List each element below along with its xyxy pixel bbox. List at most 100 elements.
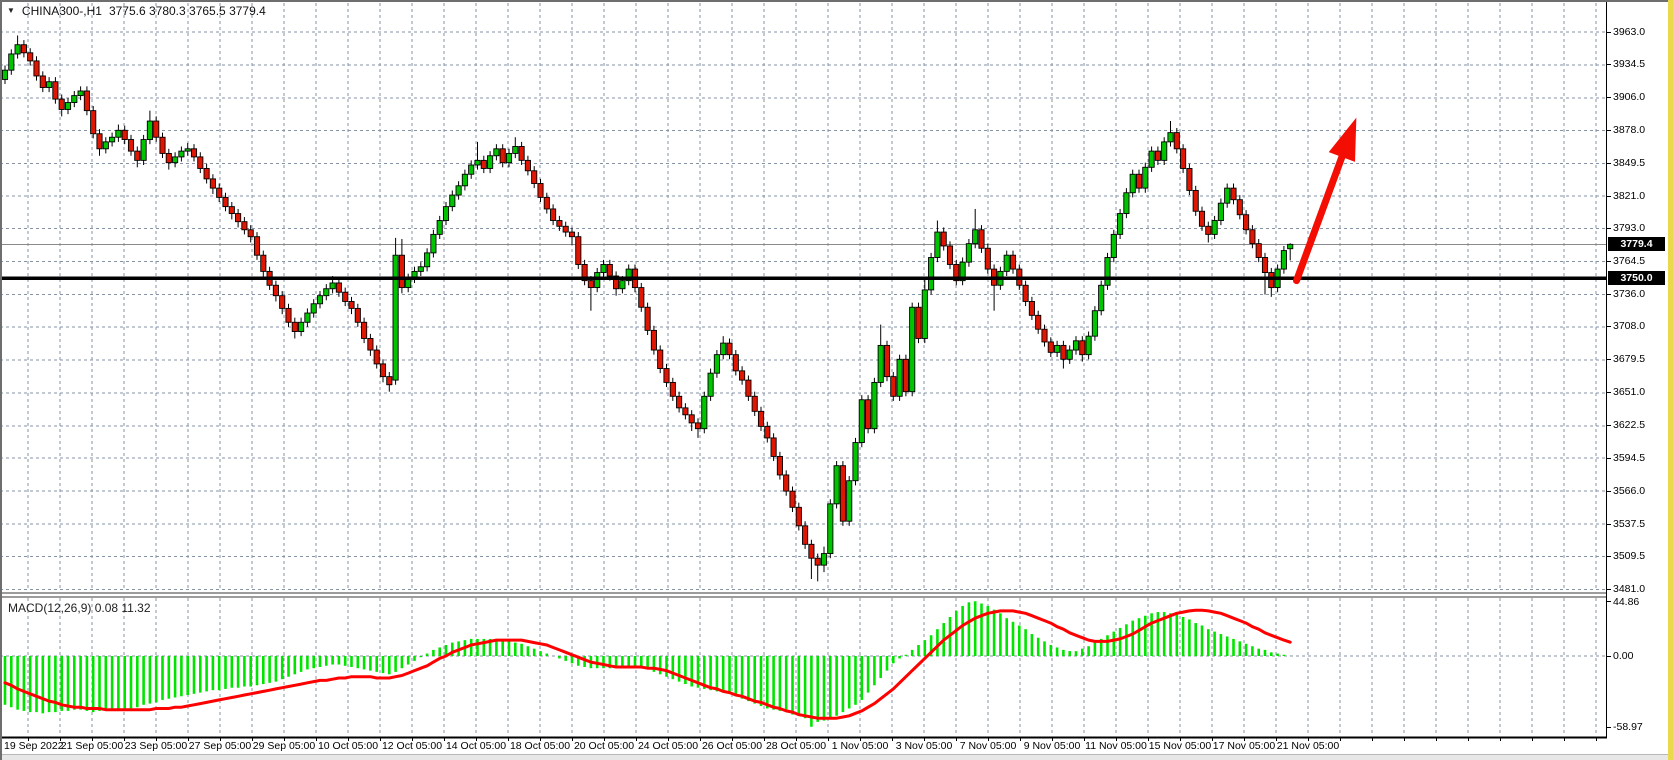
price-axis-tick: 3764.5	[1613, 255, 1646, 268]
candle-body	[1243, 214, 1250, 231]
candle-body	[20, 44, 27, 54]
candle-body	[291, 321, 298, 332]
candle-body	[241, 221, 248, 231]
candle-body	[379, 363, 387, 378]
candle-body	[814, 557, 821, 566]
time-axis-tickmark	[1436, 737, 1437, 741]
candle-body	[726, 342, 733, 356]
candle-body	[1085, 335, 1092, 356]
candle-body	[839, 465, 846, 522]
candle-body	[833, 465, 840, 505]
candle-body	[1072, 340, 1080, 351]
candle-body	[890, 376, 897, 397]
time-axis-tickmark	[1372, 737, 1373, 741]
candle-body	[707, 372, 714, 397]
candle-body	[316, 295, 324, 305]
time-axis-tickmark	[1212, 737, 1213, 741]
candle-body	[1, 69, 9, 80]
price-axis-tickmark	[1607, 555, 1611, 557]
time-axis-tickmark	[924, 737, 925, 741]
candle-body	[1236, 199, 1243, 216]
candle-body	[172, 156, 179, 164]
candle-body	[940, 231, 947, 247]
candle-body	[367, 338, 374, 351]
candle-body	[1022, 284, 1029, 302]
candle-body	[713, 354, 720, 374]
macd-axis-tickmark	[1607, 600, 1611, 602]
candle-body	[657, 349, 664, 369]
candle-body	[1192, 189, 1199, 212]
time-axis-tickmark	[1308, 737, 1309, 741]
candle-body	[581, 264, 588, 282]
price-chart-canvas[interactable]	[0, 0, 1607, 739]
candle-body	[260, 254, 267, 272]
candle-body	[1249, 229, 1256, 245]
candle-body	[909, 306, 916, 393]
candle-body	[650, 329, 657, 351]
time-axis-tickmark	[540, 737, 541, 741]
macd-indicator-label: MACD(12,26,9) 0.08 11.32	[8, 601, 151, 615]
candle-body	[1154, 150, 1161, 161]
price-axis-tick: 3509.5	[1613, 549, 1646, 562]
price-axis[interactable]: 3963.0 3934.5 3906.0 3878.0 3849.5 3821.0 3793…	[1607, 0, 1668, 737]
price-axis-tickmark	[1607, 195, 1611, 197]
price-axis-tickmark	[1607, 588, 1611, 590]
candle-body	[1035, 314, 1042, 330]
candle-body	[392, 254, 399, 381]
time-axis-tickmark	[316, 737, 317, 741]
candle-body	[203, 168, 210, 180]
candle-body	[323, 288, 330, 297]
candle-body	[222, 196, 229, 208]
time-axis[interactable]: 19 Sep 2022 21 Sep 05:00 23 Sep 05:00 27 Se…	[0, 737, 1673, 755]
candle-body	[235, 213, 242, 223]
candle-body	[493, 148, 500, 157]
candle-body	[310, 303, 317, 314]
candle-body	[802, 525, 809, 545]
candle-body	[795, 506, 802, 527]
time-axis-label: 14 Oct 05:00	[445, 740, 507, 752]
price-axis-tick: 3878.0	[1613, 123, 1646, 136]
candle-body	[39, 75, 46, 88]
candle-body	[789, 490, 796, 508]
candle-body	[455, 185, 462, 196]
candle-body	[953, 264, 960, 282]
candle-body	[1198, 210, 1206, 227]
time-axis-tickmark	[60, 737, 61, 741]
candle-body	[1123, 192, 1130, 215]
candle-body	[1180, 148, 1187, 169]
candle-body	[537, 183, 544, 198]
time-axis-tickmark	[508, 737, 509, 741]
candle-body	[575, 236, 582, 265]
macd-axis-tickmark	[1607, 655, 1611, 657]
time-axis-tickmark	[444, 737, 445, 741]
price-axis-tick: 3622.5	[1613, 419, 1646, 432]
candle-body	[14, 44, 21, 55]
time-axis-label: 9 Nov 05:00	[1023, 740, 1081, 752]
candle-body	[701, 395, 708, 430]
price-axis-tick: 3537.5	[1613, 517, 1646, 530]
candle-body	[184, 148, 191, 152]
candle-body	[127, 139, 135, 152]
candle-body	[1117, 213, 1124, 235]
candle-body	[764, 425, 771, 439]
candle-body	[613, 275, 620, 290]
trend-arrow-shaft[interactable]	[1293, 147, 1348, 285]
support-level-tag: 3750.0	[1608, 271, 1665, 286]
candle-body	[783, 474, 790, 492]
candle-body	[883, 344, 891, 378]
time-axis-tickmark	[284, 737, 285, 741]
candle-body	[329, 282, 336, 290]
candle-body	[1129, 173, 1136, 194]
symbol-dropdown-icon[interactable]: ▼	[7, 6, 15, 15]
candle-body	[959, 261, 966, 282]
trend-arrow-head[interactable]	[1328, 117, 1357, 162]
candle-body	[1009, 254, 1017, 270]
candle-body	[109, 136, 116, 143]
time-axis-tickmark	[764, 737, 765, 741]
candle-body	[865, 399, 872, 430]
candle-body	[946, 245, 954, 265]
candle-body	[386, 376, 393, 386]
price-axis-tick: 3793.0	[1613, 222, 1646, 235]
candle-body	[1060, 344, 1067, 360]
